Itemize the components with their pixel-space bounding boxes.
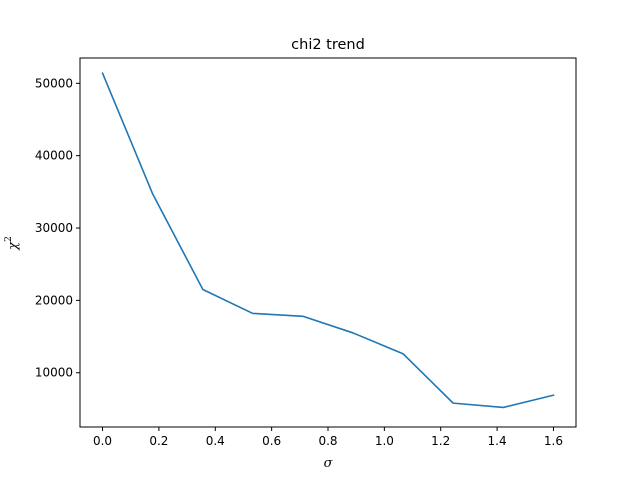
y-tick-label: 20000 (35, 293, 73, 307)
x-tick-label: 1.0 (375, 434, 394, 448)
series-layer (101, 72, 555, 409)
x-tick-label: 0.4 (206, 434, 225, 448)
chart-title: chi2 trend (291, 37, 365, 53)
x-axis-label: σ (324, 456, 334, 471)
x-tick-label: 1.2 (431, 434, 450, 448)
series-line (101, 72, 555, 409)
x-tick-label: 0.8 (318, 434, 337, 448)
x-axis: 0.0 0.2 0.4 0.6 0.8 1.0 1.2 1.4 1.6 (93, 427, 563, 448)
x-tick-label: 1.4 (488, 434, 507, 448)
y-axis: 10000 20000 30000 40000 50000 (35, 76, 80, 380)
y-axis-label: χ2 (4, 236, 21, 251)
x-tick-label: 0.6 (262, 434, 281, 448)
x-tick-label: 0.2 (149, 434, 168, 448)
plot-area (79, 57, 577, 428)
x-tick-label: 1.6 (544, 434, 563, 448)
y-tick-label: 10000 (35, 366, 73, 380)
y-axis-label-superscript: 2 (4, 236, 14, 242)
y-tick-label: 30000 (35, 221, 73, 235)
y-tick-label: 50000 (35, 76, 73, 90)
x-tick-label: 0.0 (93, 434, 112, 448)
y-axis-label-base: χ (6, 241, 21, 251)
y-tick-label: 40000 (35, 149, 73, 163)
